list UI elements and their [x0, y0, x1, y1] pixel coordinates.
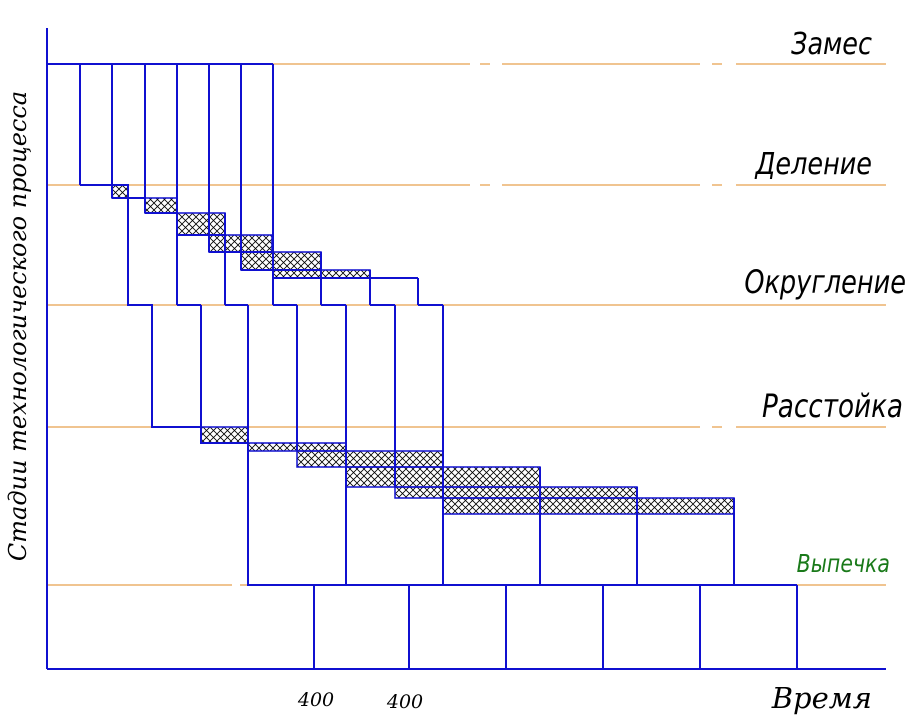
x-axis-label: Время: [771, 681, 872, 715]
stage-label-zames: Замес: [791, 26, 872, 62]
overlap-pr-5: [394, 486, 638, 499]
y-axis-label: Стадии технологического процесса: [4, 91, 32, 561]
stage-label-okruglenie: Округление: [744, 263, 906, 301]
stage-label-vypechka: Выпечка: [797, 550, 890, 578]
overlap-div-5: [240, 251, 322, 271]
stage-label-delenie: Деление: [754, 146, 872, 182]
x-tick-label-2: 400: [386, 691, 423, 713]
overlap-div-3: [176, 212, 226, 236]
overlap-div-2: [144, 197, 178, 214]
x-tick-label-1: 400: [297, 689, 334, 711]
axes: [46, 28, 886, 670]
overlap-div-1: [111, 184, 129, 199]
stage-label-rasstoyka: Расстойка: [762, 387, 903, 424]
process-lines: [47, 63, 798, 669]
overlap-pr-6: [442, 497, 735, 515]
overlap-pr-1: [200, 426, 249, 444]
overlap-pr-3: [296, 450, 444, 468]
